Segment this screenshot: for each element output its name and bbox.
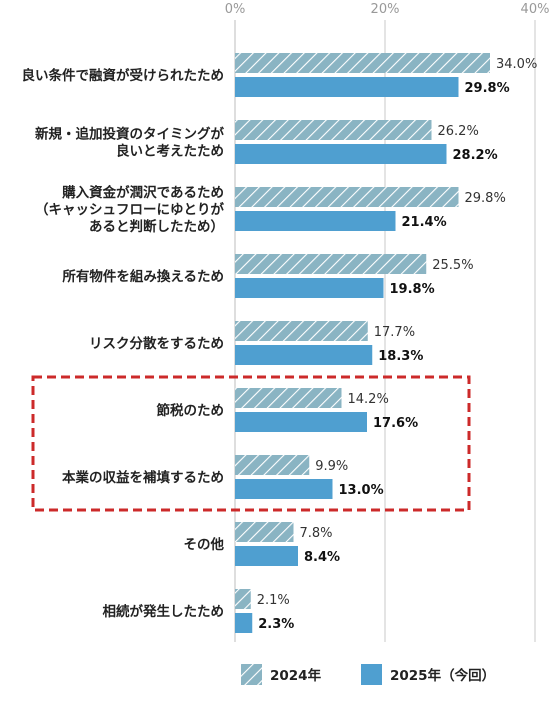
data-label-2025: 18.3%: [378, 349, 423, 364]
category-label: 本業の収益を補填するため: [62, 469, 224, 486]
data-label-2025: 2.3%: [258, 617, 294, 632]
category-label: あると判断したため）: [89, 218, 224, 235]
x-tick-label: 20%: [371, 2, 400, 17]
bar-2024: [235, 455, 310, 475]
bar-2024: [235, 522, 294, 542]
legend-label-2024: 2024年: [270, 667, 322, 684]
highlight-box-group: [31, 375, 471, 512]
category-label: 節税のため: [157, 402, 225, 419]
bar-2024: [235, 254, 427, 274]
category-label: 新規・追加投資のタイミングが: [35, 126, 224, 143]
data-label-2025: 8.4%: [304, 550, 340, 565]
highlight-dashed-box: [31, 375, 471, 512]
bar-2025: [235, 546, 298, 566]
category-label: 良いと考えたため: [116, 143, 224, 160]
category-label: リスク分散をするため: [89, 335, 224, 352]
data-label-2024: 34.0%: [496, 57, 537, 72]
legend-swatch-2025: [361, 664, 382, 685]
bar-2025: [235, 211, 396, 231]
bar-2025: [235, 278, 384, 298]
data-labels: 34.0% 29.8% 26.2% 28.2% 29.8% 21.4% 25.5% 19.8%…: [257, 57, 538, 632]
x-tick-label: 0%: [225, 2, 246, 17]
data-label-2024: 26.2%: [438, 124, 479, 139]
data-label-2024: 17.7%: [374, 325, 415, 340]
category-labels: 良い条件で融資が受けられたため新規・追加投資のタイミングが良いと考えたため購入資…: [22, 67, 225, 620]
bar-2025: [235, 479, 333, 499]
data-label-2024: 9.9%: [315, 459, 348, 474]
legend-label-2025: 2025年（今回）: [390, 667, 495, 684]
category-label: 相続が発生したため: [103, 603, 225, 620]
x-axis-tick-labels: 0% 20% 40%: [225, 2, 550, 17]
data-label-2024: 29.8%: [465, 191, 506, 206]
bar-2025: [235, 613, 253, 633]
data-label-2025: 13.0%: [339, 483, 384, 498]
category-label: 購入資金が潤沢であるため: [61, 184, 224, 201]
data-label-2025: 19.8%: [390, 282, 435, 297]
bar-2024: [235, 321, 368, 341]
data-label-2024: 7.8%: [300, 526, 333, 541]
bar-2025: [235, 412, 367, 432]
category-label: 所有物件を組み換えるため: [62, 268, 224, 285]
bar-2024: [235, 388, 342, 408]
category-label: その他: [184, 536, 225, 553]
data-label-2025: 21.4%: [402, 215, 447, 230]
bar-2024: [235, 53, 490, 73]
bar-2025: [235, 77, 459, 97]
data-label-2025: 29.8%: [465, 81, 510, 96]
data-label-2024: 2.1%: [257, 593, 290, 608]
x-tick-label: 40%: [521, 2, 550, 17]
bar-2024: [235, 120, 432, 140]
bar-2025: [235, 144, 447, 164]
bars: [235, 53, 490, 633]
bar-2024: [235, 187, 459, 207]
bar-2025: [235, 345, 373, 365]
category-label: 良い条件で融資が受けられたため: [22, 67, 225, 84]
bar-2024: [235, 589, 251, 609]
data-label-2024: 25.5%: [432, 258, 473, 273]
data-label-2024: 14.2%: [348, 392, 389, 407]
legend-swatch-2024: [241, 664, 262, 685]
data-label-2025: 17.6%: [373, 416, 418, 431]
category-label: （キャッシュフローにゆとりが: [35, 201, 224, 218]
data-label-2025: 28.2%: [453, 148, 498, 163]
legend: 2024年 2025年（今回）: [241, 664, 495, 685]
